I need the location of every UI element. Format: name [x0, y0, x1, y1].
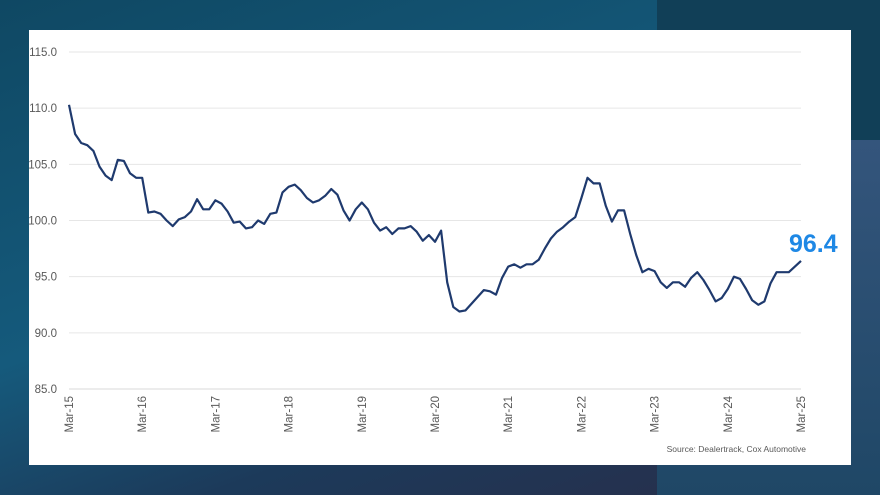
x-tick-label: Mar-20	[430, 396, 442, 432]
x-tick-label: Mar-17	[210, 396, 222, 432]
x-axis-ticks: Mar-15 Mar-16 Mar-17 Mar-18 Mar-19 Mar-20 Mar-…	[64, 395, 808, 432]
x-tick-label: Mar-24	[723, 395, 735, 432]
chart-panel	[29, 30, 851, 465]
last-value-label: 96.4	[789, 230, 838, 258]
y-tick-label: 110.0	[29, 103, 57, 115]
x-tick-label: Mar-16	[137, 396, 149, 432]
x-tick-label: Mar-22	[576, 396, 588, 432]
y-tick-label: 85.0	[35, 384, 57, 396]
y-tick-label: 90.0	[35, 328, 57, 340]
source-note: Source: Dealertrack, Cox Automotive	[667, 444, 807, 454]
x-tick-label: Mar-19	[357, 396, 369, 432]
x-tick-label: Mar-18	[284, 396, 296, 432]
y-axis-ticks: 85.0 90.0 95.0 100.0 105.0 110.0 115.0	[28, 47, 57, 396]
x-tick-label: Mar-21	[503, 396, 515, 432]
x-tick-label: Mar-25	[796, 396, 808, 432]
y-tick-label: 95.0	[35, 272, 57, 284]
y-tick-label: 105.0	[28, 159, 57, 171]
y-tick-label: 115.0	[29, 47, 57, 59]
series-line	[67, 104, 802, 313]
gridlines	[69, 51, 801, 390]
x-tick-label: Mar-23	[650, 396, 662, 432]
x-tick-label: Mar-15	[64, 396, 76, 432]
y-tick-label: 100.0	[28, 216, 57, 228]
